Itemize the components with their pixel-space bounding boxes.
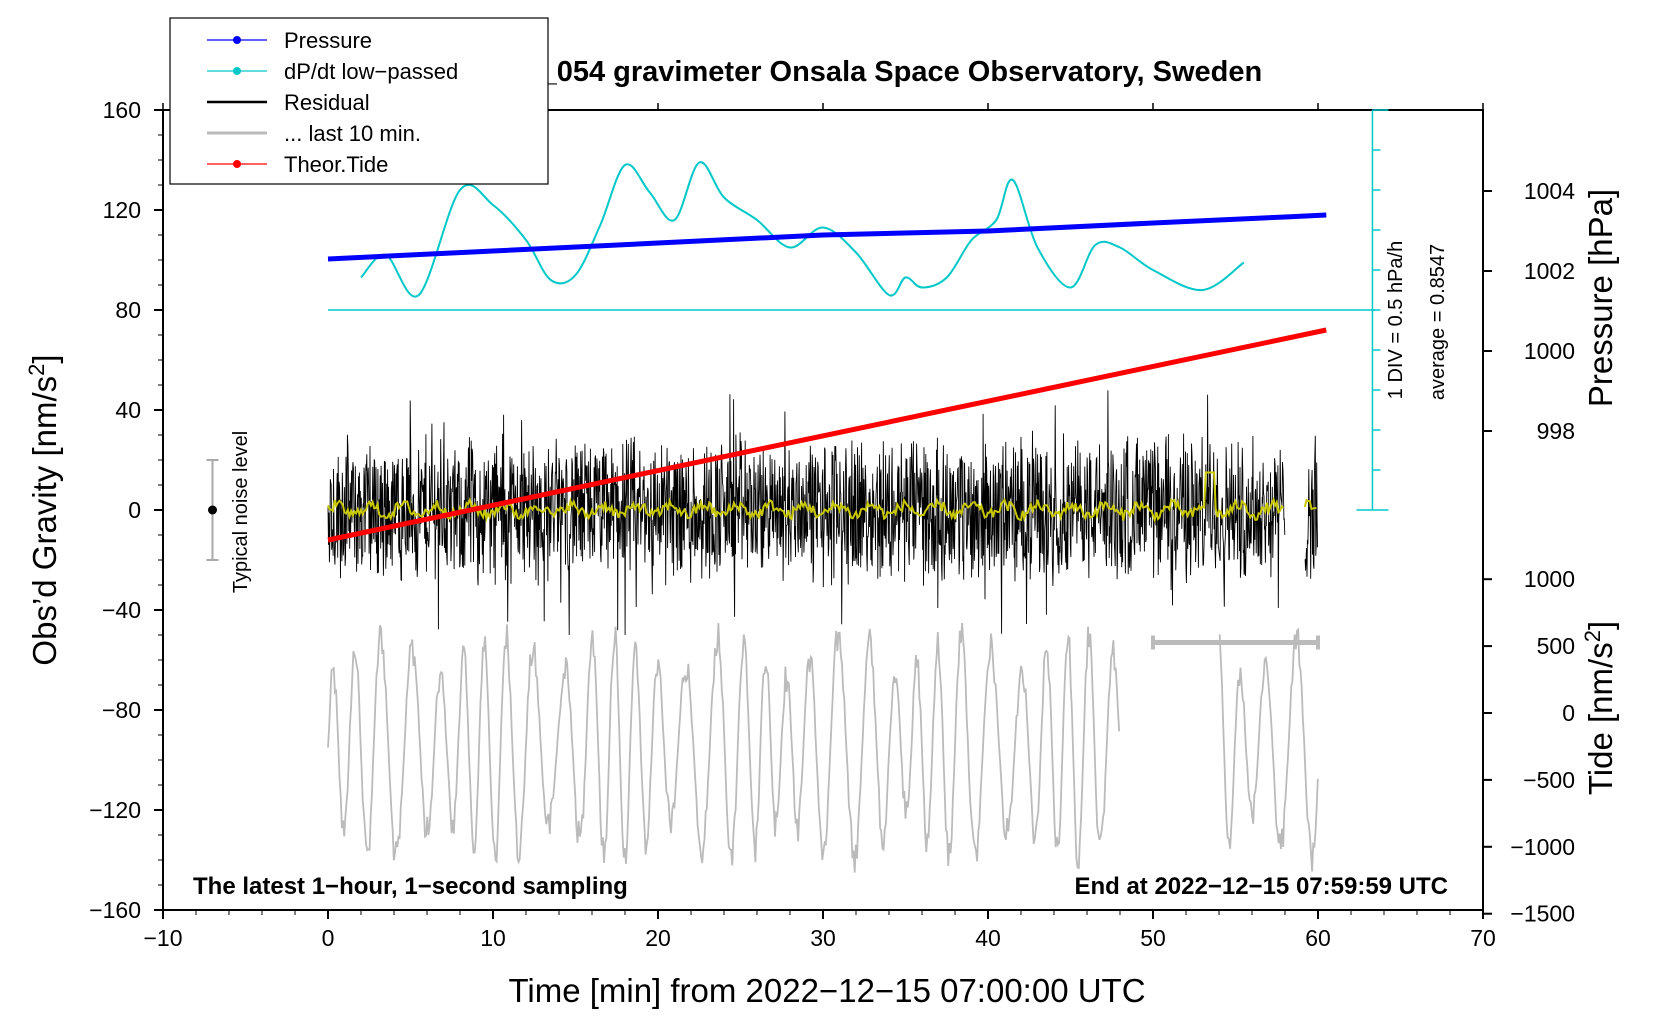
y-axis-title-left-main: Obs’d Gravity [nm/s [26,376,63,666]
y-tick-label: −80 [102,697,141,723]
y-axis-title-left-end: ] [26,354,63,363]
x-tick-label: 10 [480,925,506,951]
x-tick-label: 40 [975,925,1001,951]
x-tick-label: 30 [810,925,836,951]
legend: Pressure dP/dt low−passed Residual ... last… [169,17,549,185]
series-residual-smoothed [327,471,1317,525]
average-label: average = 0.8547 [1427,244,1449,400]
x-tick-label: −10 [143,925,182,951]
tide-tick-label: 1000 [1524,566,1575,592]
axis-ticks: −10 0 10 20 30 40 50 60 70 160 120 80 40 0 −40 −80 −120 −… [89,97,1575,951]
tide-tick-label: 500 [1537,633,1575,659]
x-tick-label: 50 [1140,925,1166,951]
pressure-tick-label: 1004 [1524,178,1575,204]
noise-bar-center [208,505,217,515]
footer-left-label: The latest 1−hour, 1−second sampling [193,873,628,900]
legend-label: ... last 10 min. [284,121,421,146]
y-tick-label: 120 [103,197,141,223]
x-tick-label: 20 [645,925,671,951]
footer-right-label: End at 2022−12−15 07:59:59 UTC [1074,873,1448,900]
y-tick-label: −120 [89,797,141,823]
legend-label: dP/dt low−passed [284,59,458,84]
y-axis-title-tide: Tide [nm/s2] [1580,621,1619,795]
data-series [206,109,1389,873]
legend-marker [233,160,241,168]
y-axis-title-tide-end: ] [1582,621,1619,630]
y-tick-label: 80 [115,297,141,323]
x-tick-label: 60 [1305,925,1331,951]
tide-tick-label: −500 [1523,767,1575,793]
y-tick-label: 160 [103,97,141,123]
chart-title: SCG_054 gravimeter Onsala Space Observat… [478,56,1262,88]
legend-label: Pressure [284,28,372,53]
series-pressure [327,212,1327,262]
ruler-label: 1 DIV = 0.5 hPa/h [1385,241,1407,399]
pressure-tick-label: 998 [1537,418,1575,444]
y-axis-title-pressure: Pressure [hPa] [1582,189,1619,407]
y-axis-title-tide-main: Tide [nm/s [1582,642,1619,795]
y-tick-label: −160 [89,897,141,923]
pressure-tick-label: 1002 [1524,258,1575,284]
noise-level-label: Typical noise level [230,431,252,593]
x-axis-title: Time [min] from 2022−12−15 07:00:00 UTC [508,972,1145,1009]
tide-tick-label: 0 [1562,700,1575,726]
legend-marker [233,67,241,75]
x-tick-label: 0 [322,925,335,951]
pressure-tick-label: 1000 [1524,338,1575,364]
legend-label: Residual [284,90,370,115]
legend-items: Pressure dP/dt low−passed Residual ... last… [207,28,458,177]
y-axis-title-left: Obs’d Gravity [nm/s2] [24,354,63,665]
legend-marker [233,36,241,44]
series-last-10-min [327,623,1319,873]
series-dpdt [360,161,1245,298]
x-tick-label: 70 [1470,925,1496,951]
y-tick-label: 0 [128,497,141,523]
tide-tick-label: −1500 [1510,901,1575,927]
tide-tick-label: −1000 [1510,834,1575,860]
legend-label: Theor.Tide [284,152,388,177]
series-theor-tide [327,327,1327,543]
y-axis-title-tide-sup: 2 [1580,630,1605,642]
y-axis-title-left-sup: 2 [24,364,49,376]
y-tick-label: 40 [115,397,141,423]
y-tick-label: −40 [102,597,141,623]
